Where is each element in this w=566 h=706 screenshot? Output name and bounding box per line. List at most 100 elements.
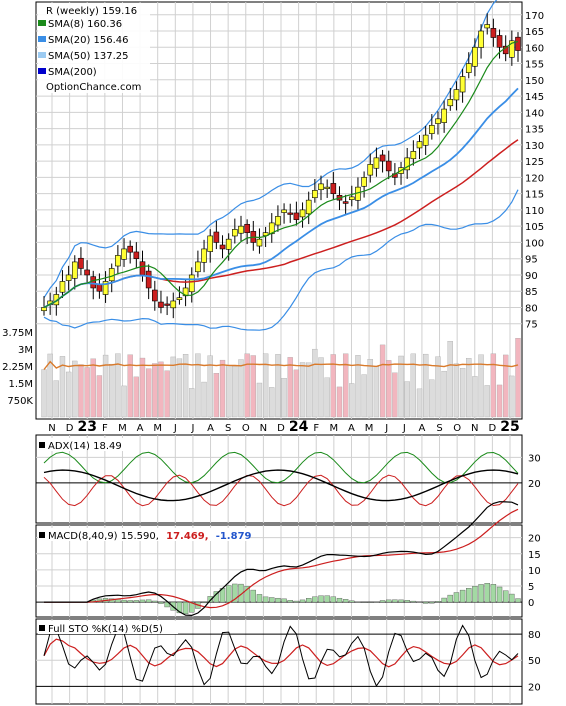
- volume-bar: [189, 388, 195, 418]
- volume-bar: [207, 355, 213, 418]
- candle-body: [459, 76, 466, 93]
- volume-bar: [324, 377, 330, 418]
- volume-bar: [509, 375, 515, 418]
- macd-histogram-bar: [250, 589, 256, 603]
- price-tick-label: 110: [525, 206, 544, 217]
- candle-body: [71, 261, 78, 279]
- candle-body: [256, 238, 263, 247]
- candle-body: [441, 108, 447, 123]
- macd-histogram-bar: [324, 595, 330, 603]
- volume-bar: [244, 353, 250, 418]
- candle-body: [176, 297, 183, 300]
- candle-body: [59, 281, 66, 293]
- candle-body: [416, 141, 423, 149]
- macd-histogram-bar: [502, 590, 509, 603]
- moving-averages: [43, 41, 519, 309]
- volume-bar: [342, 353, 349, 418]
- candle-body: [324, 186, 330, 189]
- macd-histogram-bar: [139, 599, 146, 603]
- macd-histogram-bar: [429, 601, 435, 604]
- volume-bar: [447, 341, 453, 418]
- volume-bar: [429, 379, 435, 418]
- x-tick-label: 25: [500, 419, 519, 435]
- macd-histogram-bar: [312, 596, 318, 603]
- macd-histogram-bar: [238, 583, 244, 603]
- macd-histogram-bar: [306, 598, 312, 603]
- candle-body: [225, 238, 232, 250]
- x-tick-label: J: [173, 423, 177, 434]
- volume-bar: [355, 355, 361, 418]
- candle-body: [170, 300, 177, 309]
- volume-bar: [386, 360, 392, 418]
- macd-hist-value: -1.879: [216, 531, 252, 542]
- candle-body: [496, 35, 503, 48]
- x-tick-label: A: [348, 423, 355, 434]
- volume-bar: [373, 366, 380, 418]
- legend-swatch-sma200: [38, 68, 46, 74]
- volume-bar: [41, 369, 47, 418]
- x-tick-label: 23: [77, 419, 96, 435]
- macd-tick-label: 0: [528, 598, 534, 609]
- volume-bar: [176, 358, 183, 418]
- x-tick-label: S: [225, 423, 231, 434]
- volume-tick-label: 2.25M: [2, 362, 33, 373]
- macd-histogram-bar: [392, 599, 398, 603]
- x-tick-label: F: [102, 423, 108, 434]
- macd-histogram-bar: [435, 601, 441, 603]
- volume-bar: [275, 354, 281, 418]
- macd-histogram-bar: [410, 600, 417, 603]
- candle-body: [158, 301, 164, 308]
- legend-title: R (weekly) 159.16: [46, 6, 137, 17]
- candle-body: [152, 289, 158, 302]
- candle-body: [484, 24, 491, 29]
- volume-bar: [133, 376, 139, 418]
- candle-body: [102, 281, 109, 295]
- price-tick-label: 105: [525, 222, 544, 233]
- candle-body: [293, 212, 300, 220]
- volume-bar: [466, 358, 472, 418]
- macd-histogram-bar: [281, 598, 287, 603]
- volume-bar: [269, 387, 275, 418]
- price-tick-label: 165: [525, 27, 544, 38]
- volume-bar: [250, 355, 256, 418]
- volume-bar: [219, 359, 226, 418]
- price-tick-label: 150: [525, 76, 544, 87]
- volume-bar: [127, 354, 133, 418]
- macd-histogram-bar: [158, 601, 164, 604]
- adx-tick-label: 20: [528, 479, 541, 490]
- candle-body: [145, 270, 152, 289]
- macd-histogram-bar: [201, 601, 207, 604]
- volume-bar: [262, 353, 269, 418]
- x-tick-label: O: [242, 423, 250, 434]
- x-tick-label: 24: [289, 419, 309, 435]
- volume-bar: [195, 353, 201, 418]
- candle-body: [373, 157, 380, 169]
- volume-bar: [72, 360, 78, 418]
- stochastic-d-line: [43, 638, 519, 668]
- candle-body: [108, 268, 115, 282]
- volume-bar: [78, 364, 84, 418]
- volume-bar: [226, 365, 232, 418]
- legend-swatch-sma20: [38, 36, 46, 42]
- legend-sma8: SMA(8) 160.36: [48, 19, 122, 30]
- x-tick-label: D: [66, 423, 74, 434]
- volume-bar: [361, 374, 367, 418]
- legend-swatch-sma8: [38, 20, 46, 26]
- candle-body: [188, 274, 195, 293]
- macd-histogram-bar: [441, 597, 447, 603]
- volume-bar: [96, 375, 103, 418]
- macd-histogram-bar: [478, 584, 484, 603]
- candle-body: [490, 28, 497, 38]
- volume-bar: [318, 357, 324, 418]
- volume-bar: [90, 358, 96, 418]
- legend-sma20: SMA(20) 156.46: [48, 35, 129, 46]
- x-tick-label: J: [384, 423, 388, 434]
- candle-body: [127, 245, 133, 253]
- macd-histogram-bar: [336, 597, 343, 603]
- candle-body: [84, 269, 90, 276]
- volume-bar: [115, 353, 121, 418]
- volume-bar: [53, 380, 59, 418]
- macd-histogram-bar: [459, 589, 466, 603]
- x-tick-label: A: [137, 423, 144, 434]
